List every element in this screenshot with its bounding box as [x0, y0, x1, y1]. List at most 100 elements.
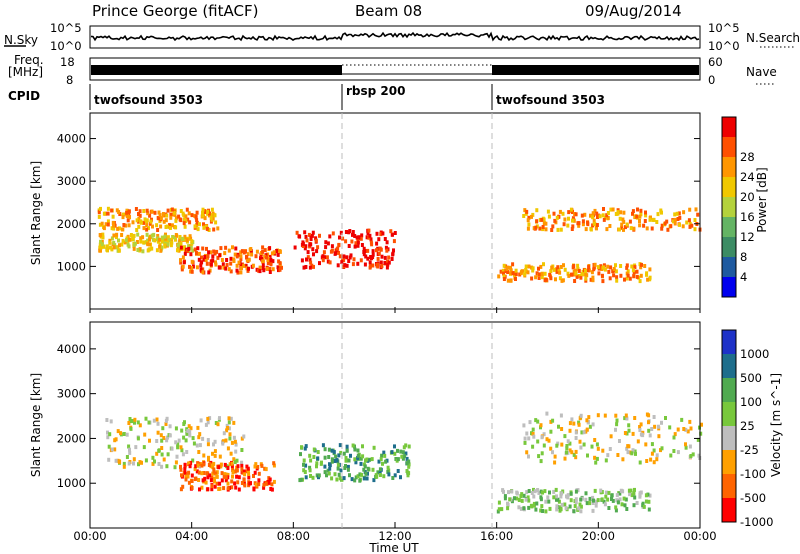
power-cell — [145, 208, 149, 213]
velocity-cell — [540, 504, 544, 509]
velocity-cell — [225, 423, 229, 428]
power-cell — [266, 261, 270, 266]
velocity-cell — [196, 463, 200, 468]
power-cell — [302, 265, 306, 270]
velocity-cell — [650, 451, 654, 456]
power-cell — [270, 251, 274, 256]
power-cell — [186, 217, 190, 222]
power-cell — [557, 267, 561, 272]
velocity-cell — [253, 470, 257, 475]
velocity-cell — [379, 457, 383, 462]
velocity-cell — [636, 439, 640, 444]
power-cell — [600, 273, 604, 278]
velocity-cell — [522, 493, 526, 498]
velocity-cell — [527, 489, 531, 493]
velocity-cell — [551, 450, 554, 455]
velocity-cell — [623, 503, 627, 508]
power-cell — [559, 227, 563, 232]
power-cell — [371, 252, 375, 257]
power-ytick-label: 4000 — [57, 132, 86, 146]
velocity-colorbar-swatch — [722, 330, 736, 355]
power-cell — [514, 272, 518, 277]
velocity-cell — [168, 424, 172, 429]
velocity-cell — [570, 417, 574, 422]
velocity-cell — [164, 422, 168, 426]
power-cell — [550, 228, 554, 232]
velocity-cell — [160, 464, 164, 469]
velocity-cell — [539, 508, 543, 513]
power-cell — [357, 235, 361, 240]
power-cell — [579, 275, 583, 280]
power-cell — [240, 249, 244, 254]
power-cell — [619, 273, 623, 278]
velocity-cell — [545, 411, 549, 416]
velocity-cell — [614, 508, 618, 513]
velocity-cell — [621, 457, 625, 462]
power-cell — [125, 210, 129, 215]
power-cell — [502, 274, 506, 279]
velocity-cell — [144, 416, 148, 421]
xtick-label: 00:00 — [683, 529, 716, 543]
velocity-cell — [182, 435, 186, 440]
power-cell — [336, 263, 340, 268]
power-colorbar-swatch — [722, 257, 736, 278]
velocity-cell — [116, 429, 120, 434]
power-cell — [203, 255, 207, 259]
power-cell — [642, 223, 646, 228]
power-cell — [601, 279, 605, 284]
velocity-cell — [652, 415, 656, 419]
power-cell — [677, 211, 681, 216]
power-cell — [518, 272, 522, 277]
power-cell — [519, 271, 523, 276]
velocity-cell — [319, 461, 323, 466]
power-cell — [360, 233, 364, 238]
velocity-cell — [618, 491, 622, 496]
velocity-cell — [615, 422, 619, 427]
velocity-cell — [226, 426, 230, 430]
velocity-cell — [153, 459, 156, 464]
power-cell — [100, 239, 104, 244]
velocity-cell — [660, 420, 663, 425]
velocity-cell — [689, 426, 693, 431]
power-cell — [589, 277, 593, 282]
velocity-cell — [627, 428, 631, 433]
power-cell — [387, 260, 391, 265]
power-cell — [626, 269, 630, 274]
power-cell — [311, 247, 315, 252]
velocity-cell — [532, 487, 535, 492]
velocity-cell — [234, 442, 238, 447]
velocity-cell — [668, 425, 672, 430]
power-cell — [200, 255, 203, 260]
power-cell — [137, 224, 141, 229]
velocity-cell — [138, 423, 142, 428]
power-cell — [608, 224, 612, 228]
power-cell — [638, 279, 642, 284]
power-cell — [134, 207, 138, 211]
velocity-cell — [221, 441, 225, 446]
velocity-cell — [237, 487, 241, 492]
power-cell — [387, 255, 391, 260]
velocity-cell — [197, 478, 201, 482]
velocity-cell — [546, 495, 550, 500]
power-cell — [150, 209, 154, 214]
velocity-cell — [312, 447, 316, 452]
velocity-cell — [242, 469, 246, 474]
power-colorbar-frame — [721, 116, 737, 298]
velocity-cell — [382, 450, 386, 455]
velocity-cell — [192, 441, 196, 446]
power-cell — [583, 212, 587, 217]
velocity-cell — [393, 451, 397, 456]
velocity-cell — [503, 496, 507, 501]
velocity-cell — [362, 467, 366, 472]
power-cell — [643, 219, 647, 223]
power-cell — [616, 210, 620, 215]
power-cell — [344, 230, 348, 234]
power-cell — [239, 263, 243, 268]
velocity-cell — [165, 438, 169, 443]
velocity-cell — [407, 462, 411, 467]
velocity-cell — [405, 469, 409, 473]
freq-tick-bottom: 8 — [66, 73, 73, 87]
power-cell — [561, 211, 565, 216]
power-cell — [314, 238, 318, 243]
